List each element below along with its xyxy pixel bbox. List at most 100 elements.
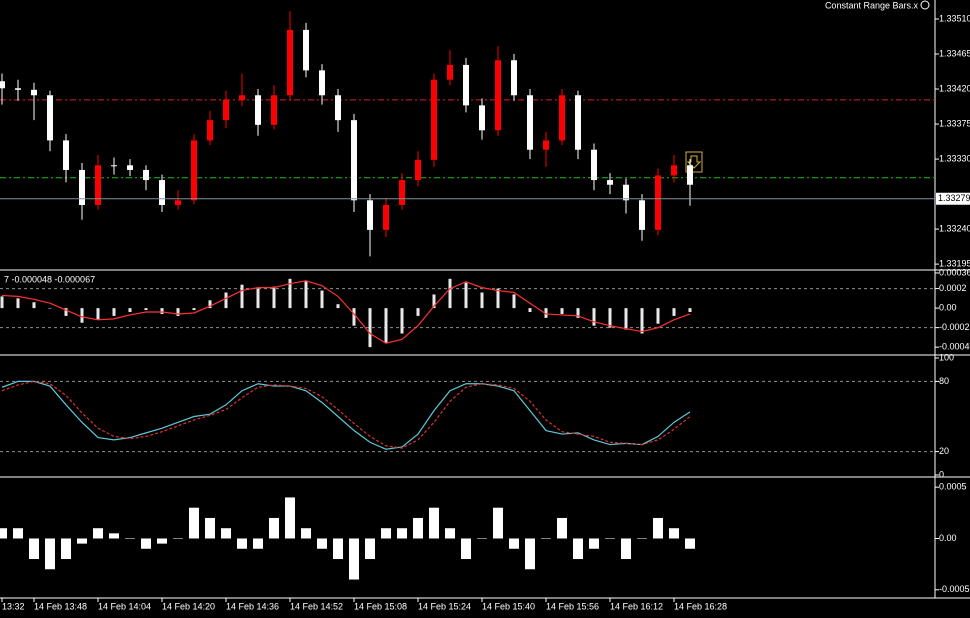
line-series <box>1 380 691 449</box>
x-tick-label: 14 Feb 16:12 <box>610 601 663 611</box>
candle-body <box>687 165 693 185</box>
bar <box>32 302 36 309</box>
bar <box>205 517 215 539</box>
bar <box>13 528 23 539</box>
bar <box>413 517 423 539</box>
plot-area: 1.33510 1.33465 1.33420 1.33375 1.33330 1.332… <box>0 11 970 611</box>
y-tick-label: 1.33375 <box>939 118 970 128</box>
y-tick-label: 0.0005 <box>939 482 967 492</box>
bar <box>144 308 148 311</box>
candle-body <box>607 180 613 185</box>
candle-body <box>207 120 213 141</box>
candle-body <box>623 184 629 201</box>
x-tick-label: 14 Feb 15:08 <box>354 601 407 611</box>
bar <box>208 300 212 309</box>
x-tick-label: 14 Feb 15:40 <box>482 601 535 611</box>
bar <box>525 538 535 570</box>
bar <box>272 286 276 309</box>
bar <box>173 538 183 539</box>
bar <box>381 528 391 539</box>
bar <box>365 538 375 560</box>
bar <box>0 528 7 539</box>
candle-body <box>351 120 357 201</box>
y-tick-label: 1.33330 <box>939 153 970 163</box>
y-tick-label: 0.00036 <box>939 267 970 277</box>
bar <box>80 308 84 323</box>
candle-body <box>383 204 389 230</box>
current-price-box <box>936 192 970 205</box>
candle-body <box>319 70 325 96</box>
bar <box>624 308 628 330</box>
bar <box>269 517 279 539</box>
bar <box>653 517 663 539</box>
bar <box>621 538 631 560</box>
bar <box>592 308 596 326</box>
candle-body <box>127 165 133 170</box>
bar <box>397 528 407 539</box>
candle-body <box>367 200 373 230</box>
bar <box>288 278 292 309</box>
candle-body <box>655 175 661 230</box>
x-tick-label: 14 Feb 16:28 <box>674 601 727 611</box>
candle-body <box>223 99 229 121</box>
bar <box>336 304 340 309</box>
y-tick-label: 20 <box>939 446 949 456</box>
candle-body <box>31 89 37 96</box>
current-price-label: 1.33279 <box>938 193 970 203</box>
bar <box>368 308 372 348</box>
bar <box>480 292 484 309</box>
candle-body <box>95 165 101 205</box>
line-series <box>1 380 691 450</box>
bar <box>301 528 311 539</box>
bar <box>496 288 500 309</box>
candle-body <box>63 140 69 170</box>
bar <box>477 538 487 539</box>
bar <box>608 308 612 328</box>
y-tick-label: 0.00 <box>939 302 957 312</box>
candle-body <box>191 140 197 201</box>
bar <box>429 507 439 539</box>
candle-body <box>591 149 597 181</box>
bar <box>192 308 196 311</box>
x-tick-label: 14 Feb 14:36 <box>226 601 279 611</box>
x-tick-label: 14 Feb 14:20 <box>162 601 215 611</box>
candle-body <box>0 81 5 89</box>
y-tick-label: 0.0002 <box>939 283 967 293</box>
candle-body <box>335 95 341 121</box>
bar <box>352 308 356 326</box>
candle-body <box>143 169 149 181</box>
candle-body <box>639 200 645 230</box>
bar <box>448 278 452 309</box>
candle-body <box>15 88 21 90</box>
bar <box>349 538 359 580</box>
sell-arrow-icon <box>685 151 703 173</box>
candle-body <box>271 95 277 125</box>
bar <box>512 294 516 309</box>
x-tick-label: 13:32 <box>2 601 25 611</box>
bar <box>464 282 468 309</box>
bar <box>93 528 103 539</box>
x-tick-label: 14 Feb 15:56 <box>546 601 599 611</box>
bar <box>96 308 100 320</box>
candle-body <box>255 95 261 125</box>
candle-body <box>239 95 245 100</box>
candle-body <box>495 60 501 131</box>
bar <box>125 538 135 539</box>
candle-body <box>399 180 405 205</box>
candle-body <box>463 64 469 106</box>
bar <box>45 538 55 570</box>
bar <box>237 538 247 549</box>
bar <box>445 528 455 539</box>
bar <box>461 538 471 560</box>
candle-body <box>287 29 293 96</box>
bar <box>221 528 231 539</box>
candle-body <box>511 60 517 96</box>
y-tick-label: 100 <box>939 352 954 362</box>
candle-body <box>559 95 565 141</box>
smiley-icon <box>920 0 930 10</box>
bar <box>61 538 71 560</box>
bar <box>557 517 567 539</box>
bar <box>637 538 647 539</box>
